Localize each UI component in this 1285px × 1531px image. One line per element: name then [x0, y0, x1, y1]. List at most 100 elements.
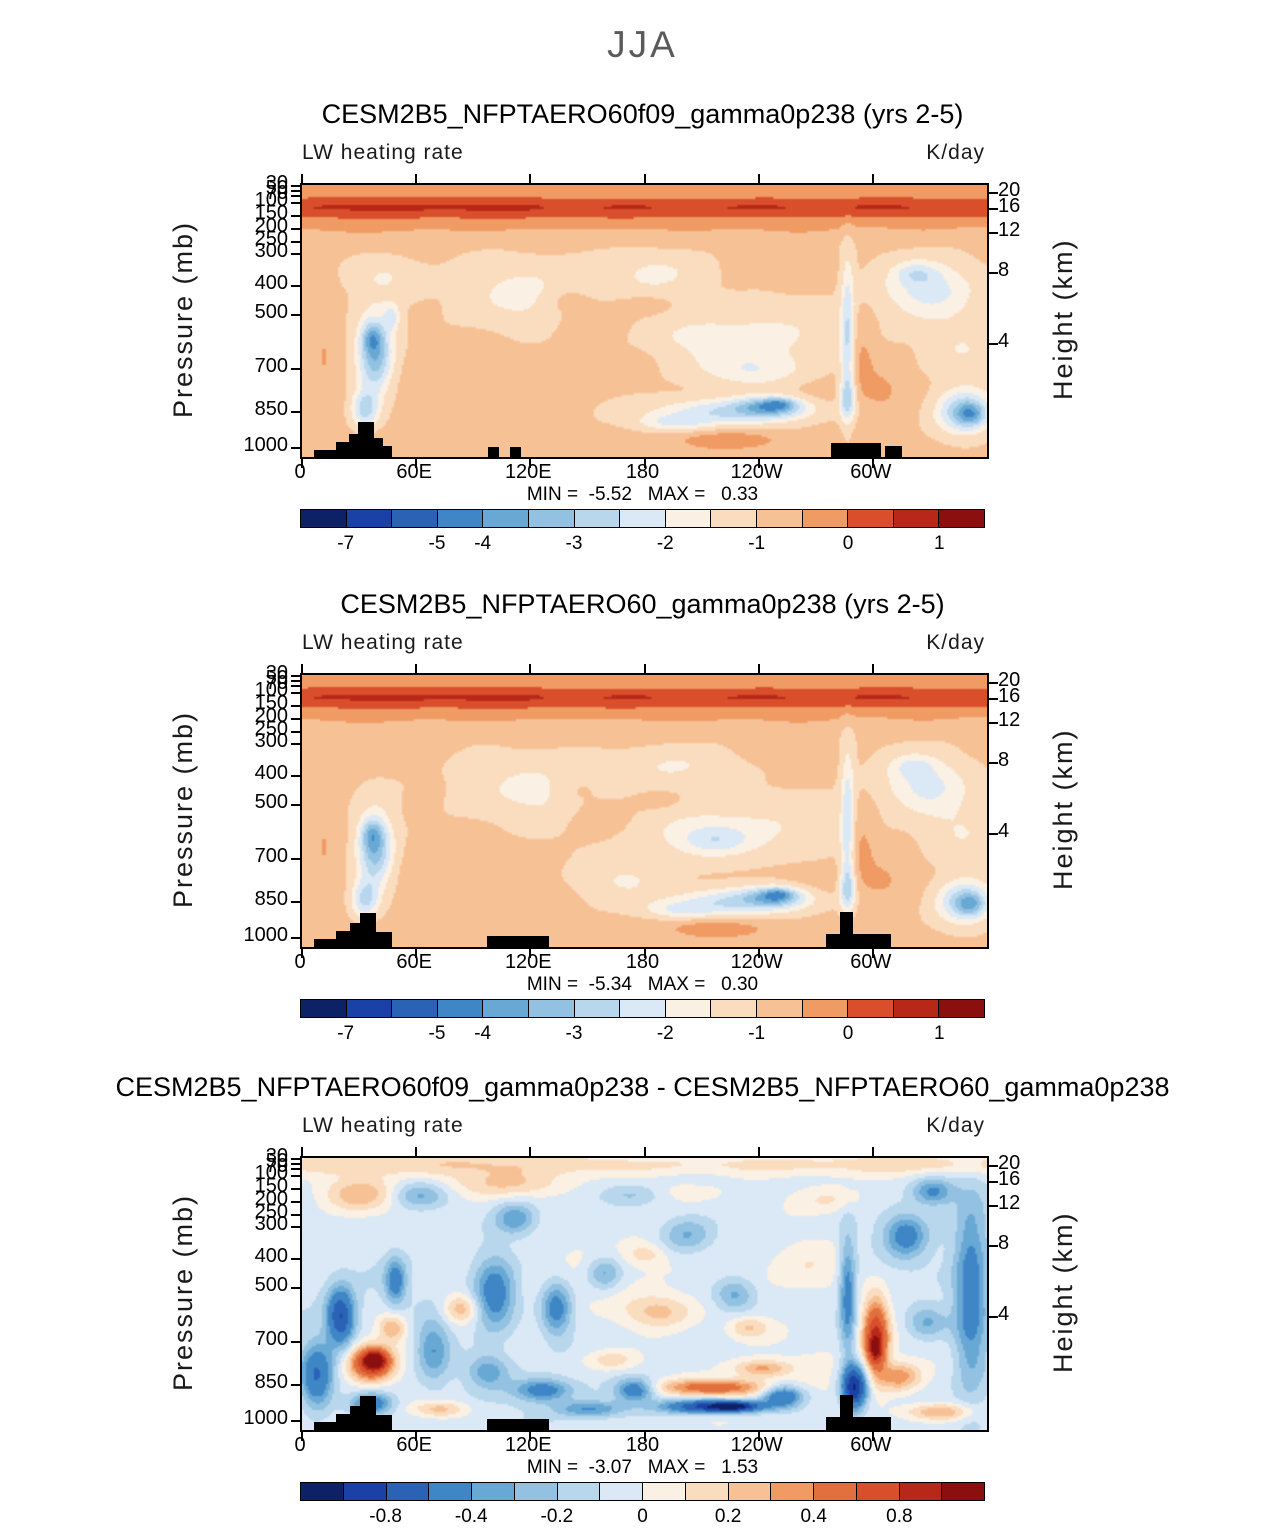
topography	[375, 1415, 393, 1430]
height-tick-mark	[989, 343, 998, 346]
colorbar-label: -2	[656, 533, 674, 554]
pressure-tick-mark	[291, 684, 300, 687]
pressure-tick-label: 150	[254, 1175, 288, 1198]
height-tick-label: 20	[998, 178, 1021, 201]
pressure-tick-label: 50	[265, 176, 288, 199]
longitude-tick-label: 60E	[396, 461, 432, 483]
colorbar-segment	[573, 509, 621, 528]
longitude-tick-mark	[415, 664, 418, 673]
pressure-axis-title: Pressure (mb)	[168, 1193, 198, 1391]
longitude-tick-mark	[871, 664, 874, 673]
colorbar-label: 1	[934, 1023, 945, 1044]
height-tick-mark	[989, 1180, 998, 1183]
colorbar-label: -4	[474, 533, 492, 554]
height-tick-mark	[989, 1164, 998, 1167]
pressure-tick-mark	[291, 937, 300, 940]
colorbar-label: -4	[474, 1023, 492, 1044]
longitude-tick-label: 60E	[396, 1434, 432, 1456]
pressure-tick-labels: 30 50 70 100 150 200 250 300 400 500 700 850 1000	[198, 663, 289, 947]
pressure-tick-label: 70	[265, 1154, 288, 1177]
height-tick-label: 12	[998, 709, 1021, 732]
topography	[360, 913, 376, 947]
height-tick-label: 12	[998, 1192, 1021, 1215]
pressure-tick-label: 100	[254, 679, 288, 702]
height-tick-labels: 20 16 12 8 4	[998, 1152, 1050, 1428]
longitude-tick-mark	[871, 174, 874, 183]
topography	[313, 939, 337, 947]
longitude-tick-mark	[415, 949, 418, 958]
colorbar-segment	[527, 999, 575, 1018]
height-tick-label: 4	[998, 1303, 1010, 1326]
pressure-tick-label: 100	[254, 189, 288, 212]
height-tick-label: 8	[998, 1232, 1010, 1255]
pressure-tick-mark	[291, 742, 300, 745]
colorbar-segment	[300, 1482, 344, 1501]
longitude-tick-mark	[757, 174, 760, 183]
colorbar-label: -1	[748, 533, 766, 554]
longitude-tick-label: 120W	[730, 1434, 783, 1456]
longitude-tick-label: 60W	[850, 1434, 892, 1456]
longitude-tick-mark	[529, 664, 532, 673]
colorbar-label: -0.2	[540, 1506, 574, 1527]
variable-label: LW heating rate	[302, 631, 464, 654]
pressure-tick-mark	[291, 804, 300, 807]
longitude-tick-mark	[757, 1147, 760, 1156]
plot-title: CESM2B5_NFPTAERO60f09_gamma0p238 (yrs 2-…	[321, 99, 964, 129]
min-max-stats: MIN = -3.07 MAX = 1.53	[526, 1457, 759, 1478]
colorbar-segment	[300, 999, 347, 1018]
pressure-tick-label: 250	[254, 717, 288, 740]
panel-top: CESM2B5_NFPTAERO60f09_gamma0p238 (yrs 2-…	[0, 95, 1285, 557]
colorbar-segment	[436, 509, 484, 528]
pressure-tick-mark	[291, 1225, 300, 1228]
colorbar-segment	[847, 509, 894, 528]
height-tick-mark	[989, 697, 998, 700]
colorbar-segment	[710, 509, 757, 528]
pressure-tick-mark	[291, 730, 300, 733]
longitude-tick-label: 120W	[730, 951, 783, 973]
colorbar-segment	[664, 509, 712, 528]
pressure-tick-label: 300	[254, 729, 288, 752]
colorbar	[300, 1482, 985, 1501]
longitude-tick-label: 180	[625, 461, 660, 483]
pressure-tick-label: 700	[254, 1327, 288, 1350]
colorbar-label: -7	[337, 1023, 355, 1044]
longitude-tick-label: 120E	[504, 951, 552, 973]
colorbar-label: 0	[637, 1506, 648, 1527]
colorbar-segment	[892, 999, 940, 1018]
pressure-tick-label: 200	[254, 215, 288, 238]
colorbar-segment	[801, 999, 849, 1018]
height-tick-labels: 20 16 12 8 4	[998, 178, 1050, 455]
longitude-tick-mark	[301, 174, 303, 183]
longitude-tick-mark	[871, 459, 874, 468]
height-tick-label: 4	[998, 330, 1010, 353]
longitude-tick-mark	[415, 1147, 418, 1156]
height-tick-mark	[989, 232, 998, 235]
colorbar-label: 0.4	[800, 1506, 827, 1527]
colorbar-segment	[684, 1482, 729, 1501]
min-max-stats: MIN = -5.52 MAX = 0.33	[526, 484, 759, 505]
colorbar-segment	[391, 999, 438, 1018]
pressure-tick-mark	[291, 447, 300, 450]
topography	[348, 433, 359, 457]
variable-label: LW heating rate	[302, 141, 464, 164]
pressure-tick-mark	[291, 410, 300, 413]
topography	[358, 421, 374, 457]
pressure-tick-mark	[291, 718, 300, 721]
longitude-tick-label: 0	[294, 461, 306, 483]
pressure-tick-label: 200	[254, 1188, 288, 1211]
height-tick-mark	[989, 191, 998, 194]
pressure-tick-label: 1000	[243, 924, 289, 947]
colorbar-labels: -7 -5 -4 -3 -2 -1 0 1	[300, 533, 985, 555]
longitude-tick-label: 60E	[396, 951, 432, 973]
height-tick-mark	[989, 272, 998, 275]
colorbar-segment	[898, 1482, 943, 1501]
colorbar-segment	[619, 999, 666, 1018]
topography	[336, 442, 349, 457]
longitude-tick-mark	[415, 174, 418, 183]
height-tick-label: 16	[998, 194, 1021, 217]
colorbar-segment	[941, 1482, 985, 1501]
pressure-tick-labels: 30 50 70 100 150 200 250 300 400 500 700 850 1000	[198, 173, 289, 456]
figure-title: JJA	[607, 24, 678, 65]
pressure-tick-label: 200	[254, 705, 288, 728]
pressure-tick-mark	[291, 240, 300, 243]
